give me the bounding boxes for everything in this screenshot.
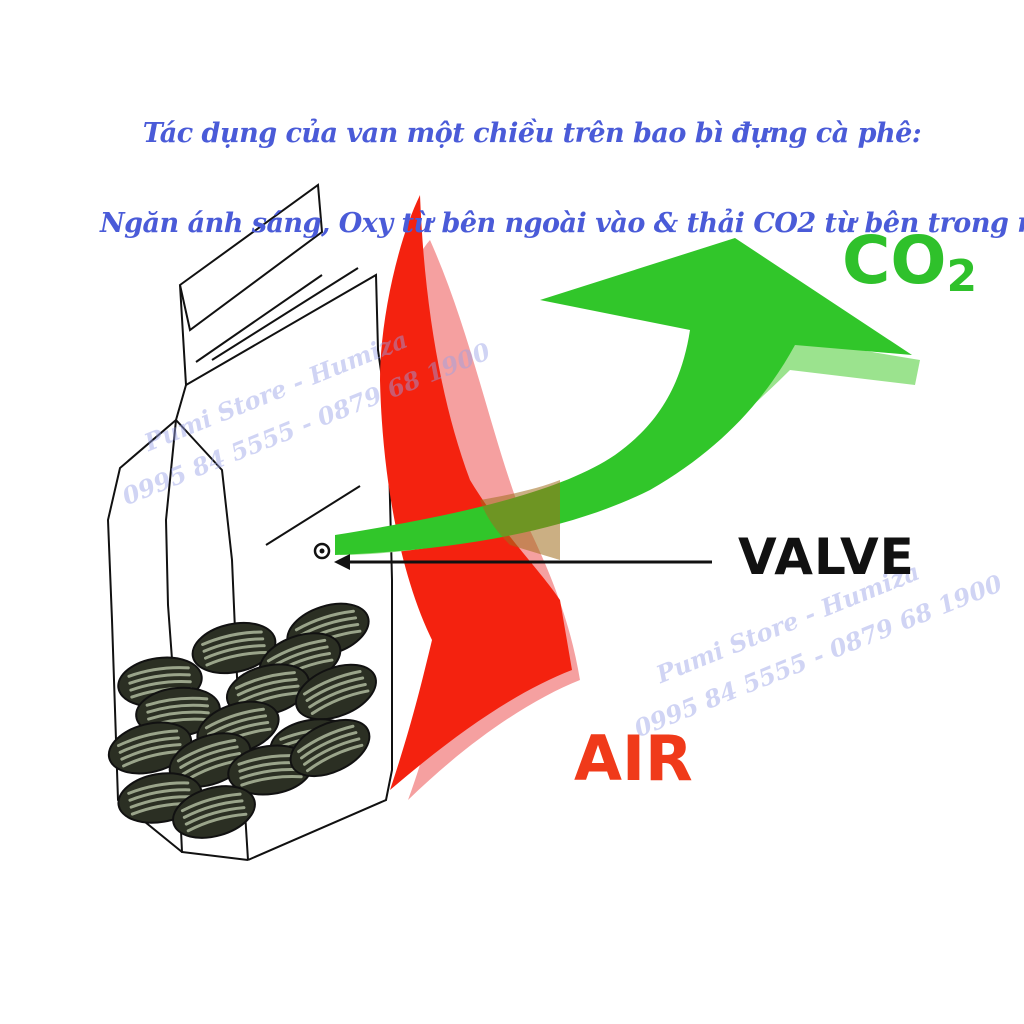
air-label: AIR [574, 722, 693, 795]
title-line-1: Tác dụng của van một chiều trên bao bì đ… [0, 118, 1024, 149]
co2-label: CO2 [842, 222, 977, 302]
valve-label: VALVE [738, 528, 915, 586]
bag-fold-line [196, 275, 322, 362]
bag-crease-2 [212, 268, 358, 360]
co2-subscript: 2 [947, 251, 978, 302]
co2-main: CO [842, 222, 947, 299]
coffee-beans [103, 594, 383, 846]
valve-center [320, 549, 325, 554]
valve-arrow-head [334, 554, 350, 570]
bag-back-edge [180, 185, 322, 330]
